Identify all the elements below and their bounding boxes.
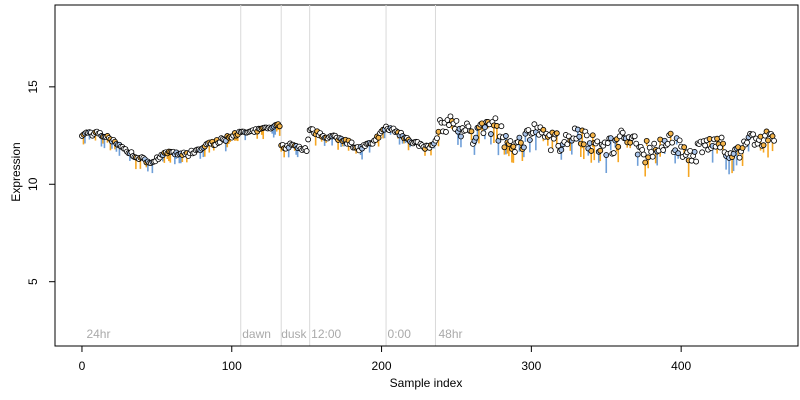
x-tick-label-400: 400	[671, 359, 691, 373]
data-point	[669, 139, 676, 146]
data-point	[771, 137, 777, 144]
x-tick-label-200: 200	[372, 359, 392, 373]
section-label-0:00: 0:00	[388, 327, 412, 341]
data-point	[765, 137, 771, 144]
x-tick-label-100: 100	[222, 359, 242, 373]
data-point	[558, 146, 565, 153]
data-point	[547, 147, 554, 154]
data-point	[576, 133, 583, 140]
data-point	[348, 139, 355, 146]
data-point	[718, 134, 725, 141]
data-point	[589, 132, 596, 139]
data-point	[720, 140, 727, 147]
data-point	[627, 139, 634, 146]
section-lines	[240, 5, 436, 346]
data-point	[642, 159, 649, 166]
data-point	[526, 137, 533, 143]
data-point	[511, 149, 518, 155]
data-point	[649, 153, 656, 160]
data-point	[468, 128, 475, 135]
y-tick-label-15: 15	[26, 80, 40, 94]
section-label-dawn: dawn	[242, 327, 271, 341]
data-point	[699, 149, 706, 156]
section-label-24hr: 24hr	[86, 327, 110, 341]
x-axis-label: Sample index	[390, 376, 463, 390]
data-point	[516, 134, 523, 141]
section-label-12:00: 12:00	[311, 327, 341, 341]
data-point	[691, 149, 698, 155]
section-labels: 24hr dawn dusk 12:00 0:00 48hr	[86, 327, 462, 341]
expression-points	[79, 113, 777, 166]
data-point	[750, 131, 756, 138]
data-point	[651, 140, 658, 147]
data-point	[303, 148, 310, 154]
data-point	[501, 144, 508, 151]
data-point	[717, 144, 724, 151]
x-axis: 0 100 200 300 400	[79, 345, 691, 373]
data-point	[305, 136, 312, 143]
data-point	[603, 152, 610, 158]
data-point	[744, 139, 750, 146]
data-point	[458, 133, 464, 140]
data-point	[580, 141, 587, 148]
data-point	[631, 133, 638, 140]
data-point	[276, 123, 283, 130]
data-point	[681, 144, 688, 151]
data-point	[520, 144, 527, 151]
plot-frame	[54, 4, 799, 347]
data-point	[607, 135, 614, 142]
data-point	[510, 143, 517, 150]
data-point	[643, 137, 650, 144]
data-point	[594, 138, 601, 145]
data-point	[443, 129, 449, 135]
data-point	[517, 139, 524, 146]
section-label-dusk: dusk	[281, 327, 307, 341]
data-point	[675, 150, 682, 157]
data-point	[588, 148, 595, 154]
data-point	[498, 123, 505, 130]
x-tick-label-300: 300	[521, 359, 541, 373]
data-point	[736, 154, 743, 161]
data-point	[619, 129, 626, 136]
data-point	[660, 147, 667, 153]
y-axis-label: Expression	[9, 142, 23, 201]
data-point	[473, 134, 479, 141]
data-point	[488, 131, 494, 137]
data-point	[434, 135, 440, 142]
data-point	[502, 133, 509, 139]
data-point	[482, 124, 488, 131]
data-point	[676, 137, 683, 144]
y-axis: 5 10 15	[26, 80, 56, 285]
data-point	[615, 143, 622, 150]
data-point	[553, 130, 560, 137]
data-point	[564, 141, 571, 148]
data-point	[667, 130, 674, 137]
data-point	[693, 158, 700, 165]
data-point	[540, 126, 547, 133]
data-point	[583, 132, 590, 139]
data-point	[453, 117, 460, 124]
data-point	[702, 142, 709, 149]
section-label-48hr: 48hr	[438, 327, 462, 341]
data-point	[634, 151, 641, 158]
y-tick-label-10: 10	[26, 177, 40, 191]
data-point	[760, 142, 767, 149]
data-point	[640, 151, 647, 158]
data-point	[597, 147, 604, 154]
data-point	[492, 115, 499, 122]
data-point	[610, 150, 617, 156]
x-tick-label-0: 0	[79, 359, 86, 373]
data-point	[507, 138, 514, 144]
data-point	[525, 127, 532, 133]
data-point	[480, 130, 487, 137]
y-tick-label-5: 5	[26, 278, 40, 285]
